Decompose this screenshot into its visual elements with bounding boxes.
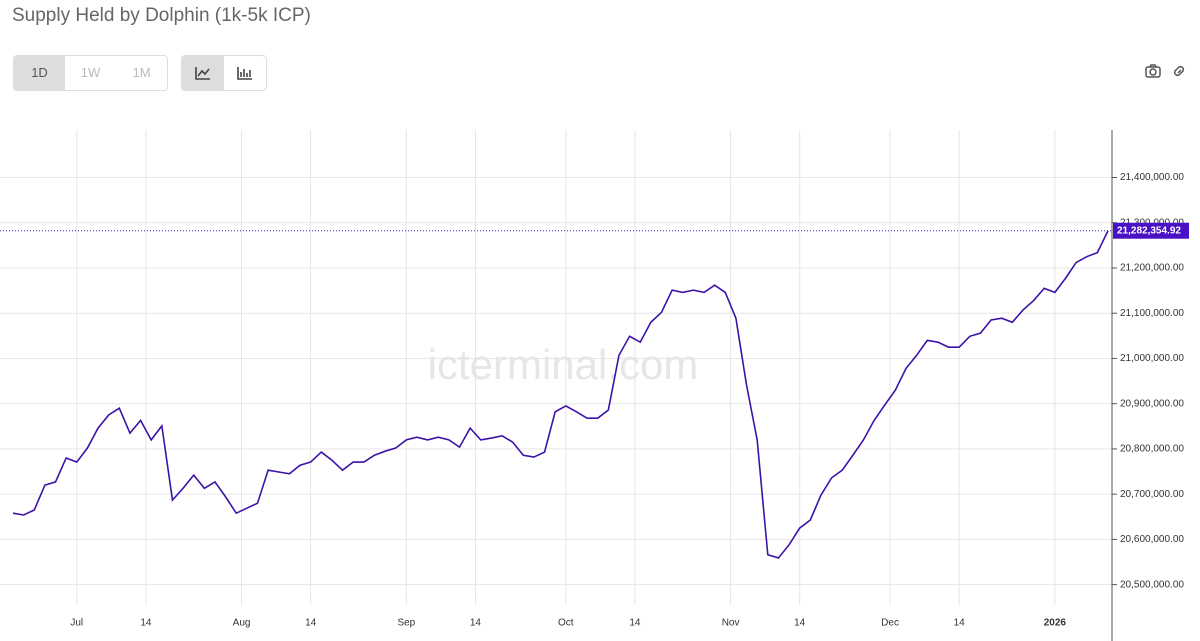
- x-tick-label: Sep: [397, 618, 415, 629]
- x-tick-label: Dec: [881, 618, 899, 629]
- x-tick-label: 14: [954, 618, 966, 629]
- y-tick-label: 20,500,000.00: [1120, 579, 1184, 590]
- y-tick-label: 20,900,000.00: [1120, 398, 1184, 409]
- x-tick-label: 14: [140, 618, 152, 629]
- y-tick-label: 20,700,000.00: [1120, 489, 1184, 500]
- y-tick-label: 21,200,000.00: [1120, 263, 1184, 274]
- y-tick-label: 21,100,000.00: [1120, 308, 1184, 319]
- x-tick-label: Jul: [70, 618, 83, 629]
- y-tick-label: 21,300,000.00: [1120, 217, 1184, 228]
- link-icon[interactable]: [1170, 62, 1188, 80]
- current-value-label: 21,282,354.92: [1117, 225, 1181, 236]
- camera-icon[interactable]: [1144, 62, 1162, 80]
- x-tick-label: 14: [305, 618, 317, 629]
- x-tick-label: Oct: [558, 618, 574, 629]
- y-tick-label: 21,400,000.00: [1120, 172, 1184, 183]
- x-tick-label: Nov: [722, 618, 740, 629]
- interval-button[interactable]: 1M: [132, 65, 151, 80]
- x-tick-label: 14: [470, 618, 482, 629]
- line-icon: [195, 67, 210, 80]
- y-tick-label: 20,600,000.00: [1120, 534, 1184, 545]
- line: [12, 230, 1109, 559]
- x-tick-label: Aug: [233, 618, 251, 629]
- y-tick-label: 21,000,000.00: [1120, 353, 1184, 364]
- bar-icon: [237, 67, 252, 80]
- current-value-box: [1113, 222, 1189, 239]
- interval-button[interactable]: 1W: [80, 65, 101, 80]
- x-tick-label: 2026: [1044, 618, 1067, 629]
- x-tick-label: 14: [629, 618, 641, 629]
- tools: [1144, 62, 1188, 80]
- chart-title: Supply Held by Dolphin (1k-5k ICP): [12, 5, 311, 26]
- watermark: icterminal.com: [428, 341, 699, 388]
- x-tick-label: 14: [794, 618, 806, 629]
- chart-type-group: [181, 55, 267, 91]
- interval-button[interactable]: 1D: [14, 56, 65, 90]
- bar-chart-button[interactable]: [224, 56, 266, 90]
- y-tick-label: 20,800,000.00: [1120, 444, 1184, 455]
- line-chart-button[interactable]: [182, 56, 224, 90]
- interval-group: 1D 1W 1M: [13, 55, 168, 91]
